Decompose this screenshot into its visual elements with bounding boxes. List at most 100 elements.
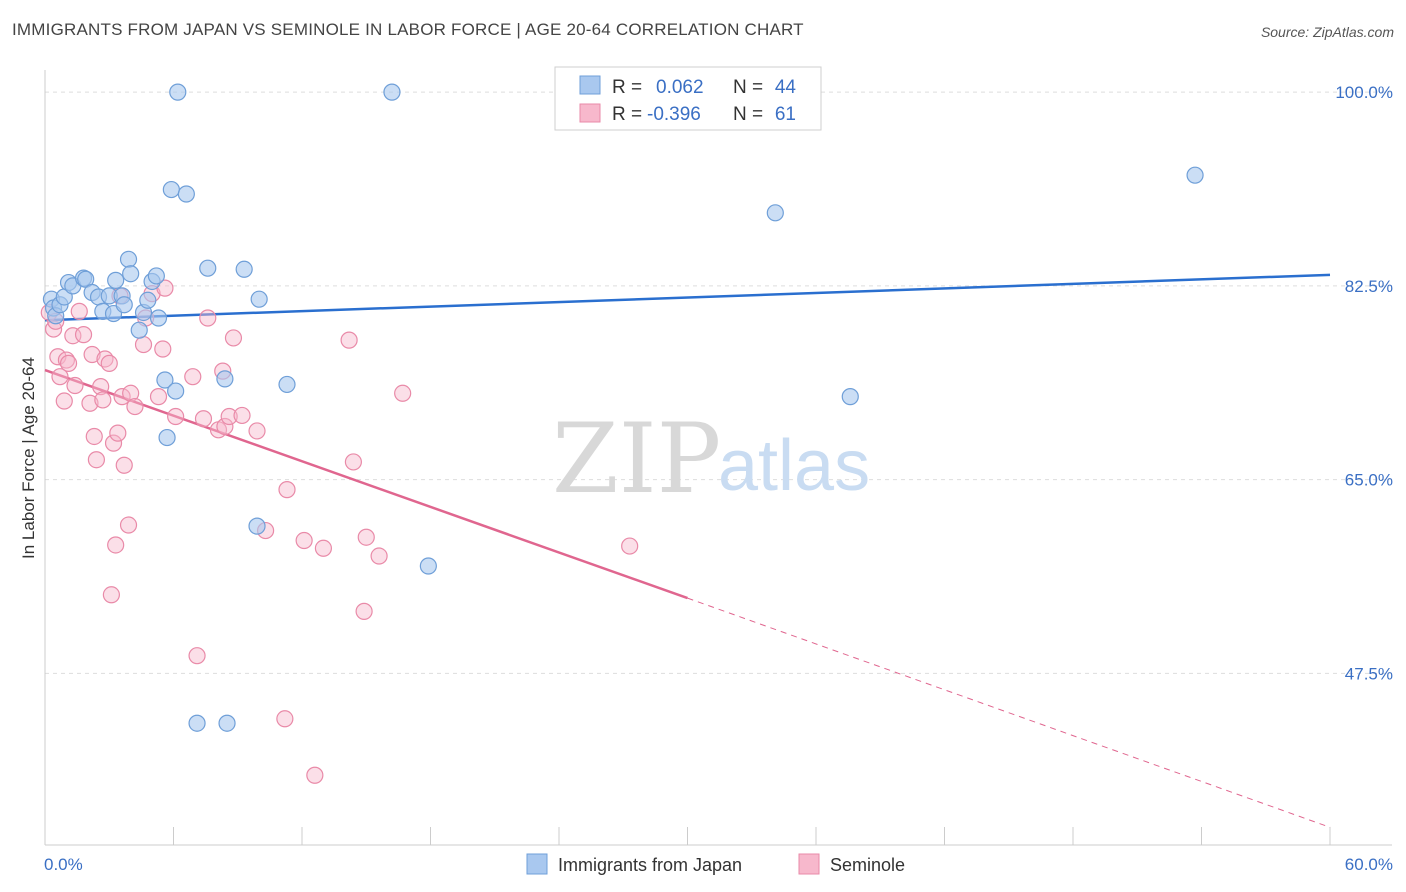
japan-point [167, 382, 185, 400]
legend-r-label-seminole: R = [612, 104, 642, 125]
y-tick-label: 65.0% [1345, 471, 1393, 490]
seminole-point [102, 586, 120, 604]
correlation-legend: R = 0.062 N = 44 R = -0.396 N = 61 [554, 66, 822, 131]
japan-point [216, 370, 234, 388]
y-tick-label: 47.5% [1345, 664, 1393, 683]
y-tick-label: 82.5% [1345, 277, 1393, 296]
japan-point [115, 296, 133, 314]
japan-trend-line [44, 273, 1331, 322]
seminole-point [100, 354, 118, 372]
japan-point [139, 291, 157, 309]
legend-swatch-seminole [579, 103, 601, 123]
seminole-point [167, 407, 185, 426]
y-axis-label: In Labor Force | Age 20-64 [19, 357, 38, 559]
bottom-legend-japan: Immigrants from Japan [558, 855, 742, 875]
seminole-point [248, 422, 266, 440]
japan-point [218, 714, 236, 732]
seminole-point [81, 394, 99, 412]
seminole-point [55, 392, 73, 410]
seminole-point [621, 537, 639, 555]
seminole-point [113, 388, 131, 406]
y-tick-labels: 100.0% 82.5% 65.0% 47.5% [1335, 83, 1393, 683]
japan-point [107, 271, 125, 289]
seminole-point [94, 391, 112, 409]
japan-point [766, 204, 784, 222]
japan-points [42, 83, 1204, 732]
seminole-point [51, 368, 69, 386]
legend-n-label-seminole: N = [733, 104, 763, 125]
seminole-point [104, 434, 123, 452]
trend-lines [44, 273, 1331, 828]
japan-point [169, 83, 187, 101]
seminole-point [87, 451, 106, 469]
seminole-point [295, 531, 313, 550]
japan-point [162, 180, 180, 199]
japan-point [158, 428, 176, 447]
seminole-point [306, 766, 324, 784]
x-tick-label: 60.0% [1345, 855, 1393, 874]
japan-point [419, 557, 437, 575]
legend-r-label-japan: R = [612, 77, 642, 98]
watermark-atlas: atlas [718, 426, 870, 506]
seminole-point [126, 397, 144, 416]
japan-point [1186, 166, 1204, 184]
legend-swatch-japan [579, 75, 601, 95]
seminole-point [194, 410, 213, 428]
seminole-point [115, 456, 133, 474]
seminole-trend-extension [687, 597, 1331, 828]
seminole-point [107, 536, 125, 554]
seminole-trend-line [44, 368, 688, 600]
seminole-point [134, 335, 153, 354]
axes [44, 70, 1392, 846]
seminole-point [278, 481, 296, 499]
y-tick-label: 100.0% [1335, 83, 1393, 102]
seminole-point [74, 326, 93, 344]
bottom-legend-seminole: Seminole [830, 855, 905, 875]
seminole-point [370, 547, 388, 565]
japan-point [235, 260, 253, 278]
japan-point [841, 388, 859, 406]
legend-n-label-japan: N = [733, 77, 763, 98]
source-credit: Source: ZipAtlas.com [1260, 24, 1394, 40]
japan-point [278, 375, 296, 394]
seminole-point [314, 539, 333, 557]
seminole-point [83, 345, 101, 364]
seminole-point [233, 406, 251, 425]
japan-point [147, 267, 165, 285]
seminole-point [92, 378, 110, 396]
japan-point [248, 517, 266, 535]
seminole-point [66, 376, 84, 395]
seminole-point [357, 528, 375, 546]
watermark-zip: ZIP [552, 403, 721, 515]
legend-n-value-japan: 44 [775, 77, 797, 98]
seminole-point [355, 602, 373, 620]
legend-r-value-seminole: -0.396 [647, 104, 701, 125]
japan-point [119, 250, 138, 268]
seminole-point [224, 329, 243, 347]
japan-point [250, 290, 268, 308]
seminole-point [85, 427, 103, 446]
japan-point [188, 714, 206, 732]
x-tick-labels: 0.0% 60.0% [44, 855, 1393, 874]
seminole-point [394, 384, 412, 402]
bottom-legend-swatch-japan [526, 853, 548, 875]
seminole-point [220, 407, 238, 426]
seminole-point [109, 424, 127, 442]
seminole-point [340, 331, 358, 349]
seminole-point [199, 309, 217, 327]
seminole-point [154, 340, 172, 358]
seminole-points [40, 279, 639, 784]
seminole-point [149, 388, 168, 406]
japan-point [130, 321, 148, 339]
seminole-point [122, 384, 140, 402]
seminole-point [119, 516, 138, 534]
japan-point [156, 371, 174, 389]
seminole-point [49, 348, 67, 366]
japan-point [122, 265, 140, 283]
japan-point [383, 83, 401, 101]
series-legend: Immigrants from Japan Seminole [526, 853, 905, 875]
seminole-point [216, 417, 234, 436]
bottom-legend-swatch-seminole [798, 853, 820, 875]
japan-point [177, 185, 195, 203]
